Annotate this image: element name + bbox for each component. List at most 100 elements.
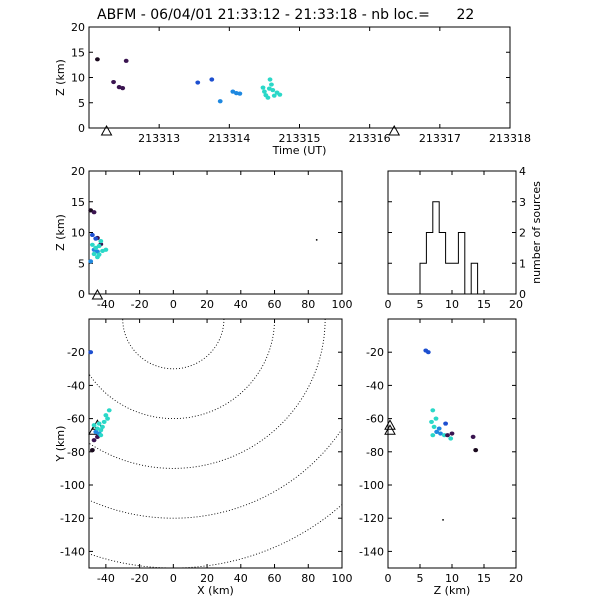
data-point [88, 350, 94, 355]
data-point [449, 431, 455, 436]
y-tick-label: 5 [78, 257, 85, 270]
y-tick-label: -40 [366, 379, 384, 392]
x-tick-label: 0 [170, 572, 177, 585]
data-point [95, 426, 100, 431]
station-marker [100, 124, 113, 136]
y-tick-label: -80 [67, 446, 85, 459]
x-tick-label: 60 [268, 572, 282, 585]
data-point [91, 438, 97, 443]
y-tick-label: 20 [71, 21, 85, 34]
plot-frame [88, 26, 511, 129]
x-tick-label: 10 [445, 298, 459, 311]
range-contour [122, 319, 225, 370]
x-tick-label: 5 [417, 572, 424, 585]
y-tick-label: -20 [366, 346, 384, 359]
data-point [237, 91, 243, 96]
x-tick-label: 100 [332, 298, 353, 311]
x-tick-label: 20 [509, 572, 523, 585]
data-point [430, 408, 436, 413]
station-marker [384, 424, 396, 435]
y-tick-label: -140 [359, 545, 384, 558]
histogram-outline [419, 201, 479, 295]
y-tick-label: -60 [366, 413, 384, 426]
data-point [267, 77, 273, 82]
y-axis-label: Z (km) [54, 59, 67, 96]
x-tick-label: 0 [385, 572, 392, 585]
data-point [95, 57, 100, 62]
data-point [93, 236, 99, 241]
y-tick-label: -20 [67, 346, 85, 359]
x-tick-label: -40 [97, 572, 115, 585]
x-tick-label: 213314 [208, 132, 250, 145]
x-tick-label: 80 [301, 298, 315, 311]
data-point [89, 448, 95, 453]
data-point [96, 243, 102, 249]
figure-title: ABFM - 06/04/01 21:33:12 - 21:33:18 - nb… [97, 7, 474, 23]
data-point [262, 89, 267, 94]
y-tick-label: 0 [78, 288, 85, 301]
data-point [93, 429, 99, 434]
x-tick-label: 213317 [419, 132, 461, 145]
y-tick-label: -40 [67, 379, 85, 392]
data-point [434, 429, 440, 434]
data-point [429, 419, 434, 425]
x-tick-label: 0 [170, 298, 177, 311]
x-tick-label: 213316 [349, 132, 391, 145]
x-axis-label: Time (UT) [272, 144, 327, 157]
station-marker [384, 419, 396, 430]
y-tick-label: -140 [60, 545, 85, 558]
panel-x-y: -40 -20 0 20 40 60 80 100 -140 -120 -100 -80 -60 -40 -… [54, 318, 353, 597]
data-point [277, 92, 283, 97]
x-tick-label: 20 [200, 298, 214, 311]
data-point [270, 88, 276, 93]
data-point [96, 252, 102, 257]
plot-frame [88, 318, 343, 569]
range-contour [89, 428, 342, 519]
data-point [98, 239, 104, 244]
y-tick-label: 5 [78, 97, 85, 110]
data-point [473, 448, 479, 453]
x-tick-label: -20 [131, 572, 149, 585]
y-tick-label: -80 [366, 446, 384, 459]
data-point [96, 421, 102, 426]
y-tick-label: 3 [519, 196, 526, 209]
x-tick-label: 15 [477, 298, 491, 311]
y-tick-label: 10 [71, 72, 85, 85]
data-point [103, 413, 109, 418]
y-axis-label: Y (km) [54, 426, 67, 463]
data-point [470, 434, 476, 439]
y-tick-label: -60 [67, 413, 85, 426]
data-point [91, 210, 97, 215]
data-point [105, 416, 110, 421]
x-axis-label: X (km) [197, 584, 234, 597]
x-tick-label: 213318 [489, 132, 531, 145]
data-point [98, 433, 104, 438]
y-tick-label: -100 [359, 479, 384, 492]
data-point [111, 79, 116, 85]
x-tick-label: 20 [200, 572, 214, 585]
data-point [445, 433, 450, 438]
x-tick-label: 10 [445, 572, 459, 585]
x-tick-label: -40 [97, 298, 115, 311]
y-axis-label: number of sources [530, 181, 543, 284]
data-point [425, 350, 431, 355]
x-tick-label: 15 [477, 572, 491, 585]
y-tick-label: -120 [60, 512, 85, 525]
data-point [442, 518, 444, 521]
y-tick-label: 10 [71, 227, 85, 240]
x-tick-label: 80 [301, 572, 315, 585]
data-point [123, 58, 129, 63]
data-point [106, 408, 112, 413]
data-point [103, 247, 109, 252]
plot-frame [88, 170, 343, 295]
y-tick-label: 0 [78, 122, 85, 135]
panel-x-z: -40 -20 0 20 40 60 80 100 0 5 10 15 20 Z (km) [54, 165, 353, 311]
y-tick-label: -120 [359, 512, 384, 525]
y-tick-label: 1 [519, 257, 526, 270]
data-point [438, 431, 443, 436]
data-point [269, 82, 274, 87]
data-point [209, 77, 215, 82]
data-point [433, 416, 439, 421]
